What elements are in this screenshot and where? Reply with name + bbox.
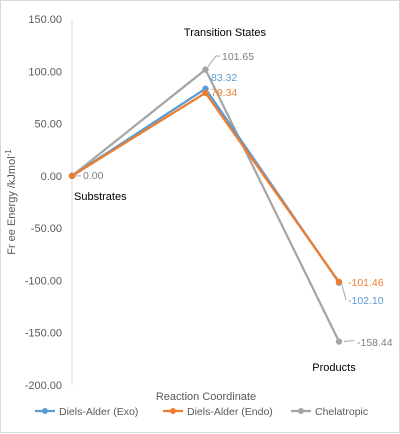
data-label: 0.00 <box>83 170 104 182</box>
data-point <box>202 66 209 73</box>
legend-swatch-marker <box>170 408 176 414</box>
data-point <box>202 89 209 97</box>
y-tick-label: -200.00 <box>25 380 62 392</box>
data-labels: 83.32 -102.10 79.34 -101.46 0.00 101.65 -158.4… <box>83 51 393 349</box>
leader-line <box>341 284 347 301</box>
y-tick-label: -100.00 <box>25 275 62 287</box>
y-tick-label: 0.00 <box>41 171 62 183</box>
y-tick-label: -150.00 <box>25 328 62 340</box>
stage-label: Transition States <box>184 27 267 39</box>
data-points <box>68 66 343 345</box>
y-tick-label: 50.00 <box>34 119 62 131</box>
data-label: 101.65 <box>222 51 254 63</box>
legend-item: Diels-Alder (Exo) <box>35 406 138 418</box>
y-tick-label: 100.00 <box>28 66 62 78</box>
legend: Diels-Alder (Exo) Diels-Alder (Endo) Chela… <box>35 406 368 418</box>
stage-label: Products <box>312 362 356 374</box>
stage-labels: Substrates Transition States Products <box>74 27 356 374</box>
series-line-0 <box>71 87 340 284</box>
data-point <box>68 172 76 180</box>
stage-label: Substrates <box>74 191 127 203</box>
y-tick-labels: 150.00 100.00 50.00 0.00 -50.00 -100.00 -150.0… <box>25 14 62 392</box>
data-label: 83.32 <box>211 72 237 84</box>
x-axis-title: Reaction Coordinate <box>156 391 256 403</box>
leader-lines <box>75 55 355 343</box>
legend-label: Diels-Alder (Exo) <box>59 406 138 418</box>
series-line-1 <box>71 91 340 283</box>
data-point <box>335 338 343 345</box>
series-lines <box>71 68 341 343</box>
data-label: -102.10 <box>348 295 384 307</box>
y-axis-title-superscript: -1 <box>4 149 13 157</box>
legend-swatch-marker <box>42 408 48 414</box>
data-label: 79.34 <box>211 87 237 99</box>
data-label: -101.46 <box>348 277 384 289</box>
y-axis-title: Fr ee Energy /kJmol-1 <box>4 149 18 255</box>
data-point <box>335 278 343 286</box>
legend-swatch-marker <box>298 408 304 414</box>
legend-label: Chelatropic <box>315 406 368 418</box>
legend-item: Diels-Alder (Endo) <box>163 406 273 418</box>
y-tick-label: 150.00 <box>28 14 62 26</box>
legend-label: Diels-Alder (Endo) <box>187 406 273 418</box>
leader-line <box>207 55 220 67</box>
data-label: -158.44 <box>357 337 393 349</box>
leader-line <box>343 340 355 343</box>
y-axis-title-main: Fr ee Energy /kJmol <box>6 156 18 254</box>
y-tick-label: -50.00 <box>31 223 62 235</box>
legend-item: Chelatropic <box>291 406 368 418</box>
series-line-2 <box>71 68 341 343</box>
